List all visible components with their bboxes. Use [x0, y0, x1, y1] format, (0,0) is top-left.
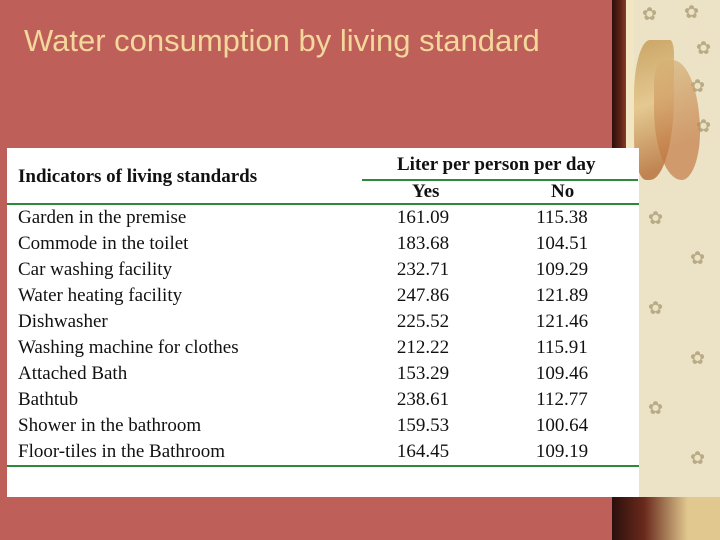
flower-icon: ✿ [648, 298, 664, 319]
slide-title: Water consumption by living standard [24, 23, 540, 58]
row-label: Floor-tiles in the Bathroom [18, 441, 226, 462]
row-label: Garden in the premise [18, 207, 187, 228]
row-label: Dishwasher [18, 311, 108, 332]
bottom-decorative-strip [612, 497, 720, 540]
flower-icon: ✿ [696, 38, 712, 59]
table-row: Dishwasher 225.52 121.46 [7, 309, 639, 335]
table-body: Garden in the premise 161.09 115.38 Comm… [7, 205, 639, 465]
row-no-value: 115.38 [536, 207, 588, 228]
flower-icon: ✿ [648, 398, 664, 419]
row-yes-value: 159.53 [396, 415, 450, 436]
table-row: Commode in the toilet 183.68 104.51 [7, 231, 639, 257]
row-label: Washing machine for clothes [18, 337, 239, 358]
table-row: Water heating facility 247.86 121.89 [7, 283, 639, 309]
flower-icon: ✿ [642, 4, 658, 25]
row-label: Bathtub [18, 389, 79, 410]
row-label: Attached Bath [18, 363, 128, 384]
row-label: Shower in the bathroom [18, 415, 202, 436]
decorative-side-panel: ✿ ✿ ✿ ✿ ✿ ✿ ✿ ✿ ✿ ✿ ✿ [612, 0, 720, 540]
table-bottom-rule [7, 465, 639, 467]
row-no-value: 109.19 [535, 441, 589, 462]
row-label: Commode in the toilet [18, 233, 189, 254]
flower-icon: ✿ [690, 348, 706, 369]
row-no-value: 109.46 [535, 363, 589, 384]
row-yes-value: 161.09 [396, 207, 450, 228]
table-row: Bathtub 238.61 112.77 [7, 387, 639, 413]
row-yes-value: 225.52 [396, 311, 450, 332]
row-no-value: 115.91 [536, 337, 588, 358]
flower-icon: ✿ [690, 448, 706, 469]
row-label: Car washing facility [18, 259, 173, 280]
row-yes-value: 238.61 [396, 389, 450, 410]
flower-icon: ✿ [684, 2, 700, 23]
row-no-value: 121.89 [535, 285, 589, 306]
table-row: Attached Bath 153.29 109.46 [7, 361, 639, 387]
flower-icon: ✿ [648, 208, 664, 229]
header-liter-per-person: Liter per person per day [397, 154, 596, 175]
row-yes-value: 183.68 [396, 233, 450, 254]
row-yes-value: 153.29 [396, 363, 450, 384]
header-indicators: Indicators of living standards [18, 166, 258, 187]
table-row: Car washing facility 232.71 109.29 [7, 257, 639, 283]
flower-icon: ✿ [690, 248, 706, 269]
header-yes: Yes [412, 181, 440, 202]
row-no-value: 121.46 [535, 311, 589, 332]
data-table: Indicators of living standards Liter per… [7, 148, 639, 497]
row-no-value: 109.29 [535, 259, 589, 280]
bottom-strip [0, 497, 612, 540]
row-yes-value: 232.71 [396, 259, 450, 280]
row-yes-value: 247.86 [396, 285, 450, 306]
table-row: Shower in the bathroom 159.53 100.64 [7, 413, 639, 439]
header-group-rule [362, 179, 638, 181]
row-label: Water heating facility [18, 285, 183, 306]
table-row: Washing machine for clothes 212.22 115.9… [7, 335, 639, 361]
table-row: Garden in the premise 161.09 115.38 [7, 205, 639, 231]
header-rule [7, 203, 639, 205]
row-no-value: 104.51 [535, 233, 589, 254]
row-yes-value: 212.22 [396, 337, 450, 358]
row-no-value: 112.77 [536, 389, 588, 410]
row-yes-value: 164.45 [396, 441, 450, 462]
header-no: No [551, 181, 575, 202]
table-row: Floor-tiles in the Bathroom 164.45 109.1… [7, 439, 639, 465]
row-no-value: 100.64 [535, 415, 589, 436]
